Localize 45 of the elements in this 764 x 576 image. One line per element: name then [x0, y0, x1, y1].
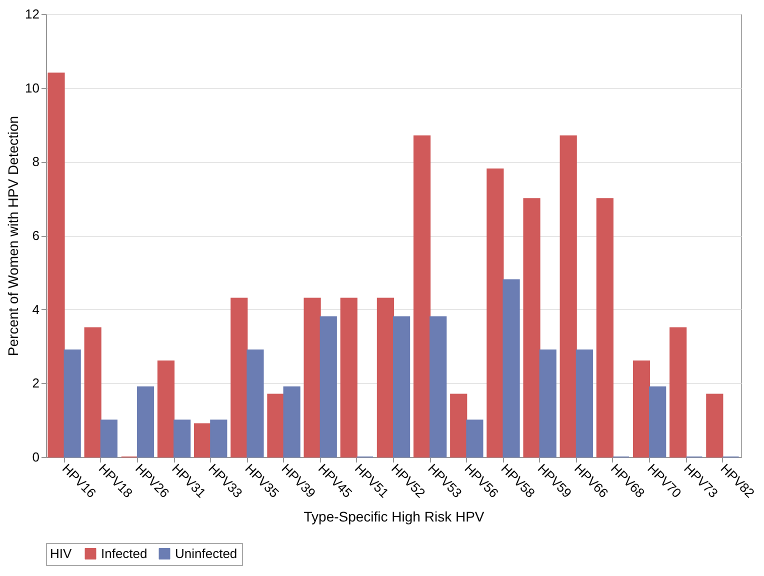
bar	[48, 72, 65, 458]
bar	[706, 394, 724, 458]
x-axis-title: Type-Specific High Risk HPV	[304, 508, 485, 525]
bar	[393, 316, 410, 458]
bar	[376, 298, 394, 458]
bar	[502, 279, 520, 458]
y-axis-title: Percent of Women with HPV Detection	[5, 116, 22, 356]
legend-label: Infected	[101, 546, 148, 561]
bar	[539, 349, 556, 458]
y-tick-label: 4	[32, 302, 40, 317]
bar	[466, 420, 484, 458]
bar	[523, 198, 540, 458]
y-tick-label: 8	[32, 154, 40, 170]
bar	[210, 420, 228, 458]
y-tick-label: 2	[32, 376, 40, 391]
bar	[283, 386, 300, 458]
bar	[246, 349, 264, 458]
bar	[267, 394, 284, 458]
legend-title: HIV	[50, 546, 72, 561]
y-tick-label: 10	[25, 80, 40, 96]
bar	[576, 349, 593, 458]
bar	[136, 386, 154, 458]
y-tick-label: 12	[25, 6, 40, 22]
bar	[450, 394, 468, 458]
legend-label: Uninfected	[175, 546, 238, 561]
bar	[670, 327, 687, 458]
bar	[413, 135, 431, 458]
bar	[157, 360, 175, 458]
bar	[430, 316, 447, 458]
bar	[596, 198, 614, 458]
bar	[304, 298, 321, 458]
y-tick-label: 0	[32, 450, 40, 464]
bar	[340, 298, 358, 458]
bar	[84, 327, 102, 458]
bar	[174, 420, 191, 458]
bar	[320, 316, 337, 458]
bar	[632, 360, 650, 458]
y-tick-label: 6	[32, 228, 40, 243]
bar	[64, 349, 81, 458]
bar	[486, 168, 504, 458]
bar	[100, 420, 118, 458]
bar	[560, 135, 577, 458]
bar	[230, 298, 248, 458]
bar	[649, 386, 666, 458]
bar	[194, 423, 212, 458]
